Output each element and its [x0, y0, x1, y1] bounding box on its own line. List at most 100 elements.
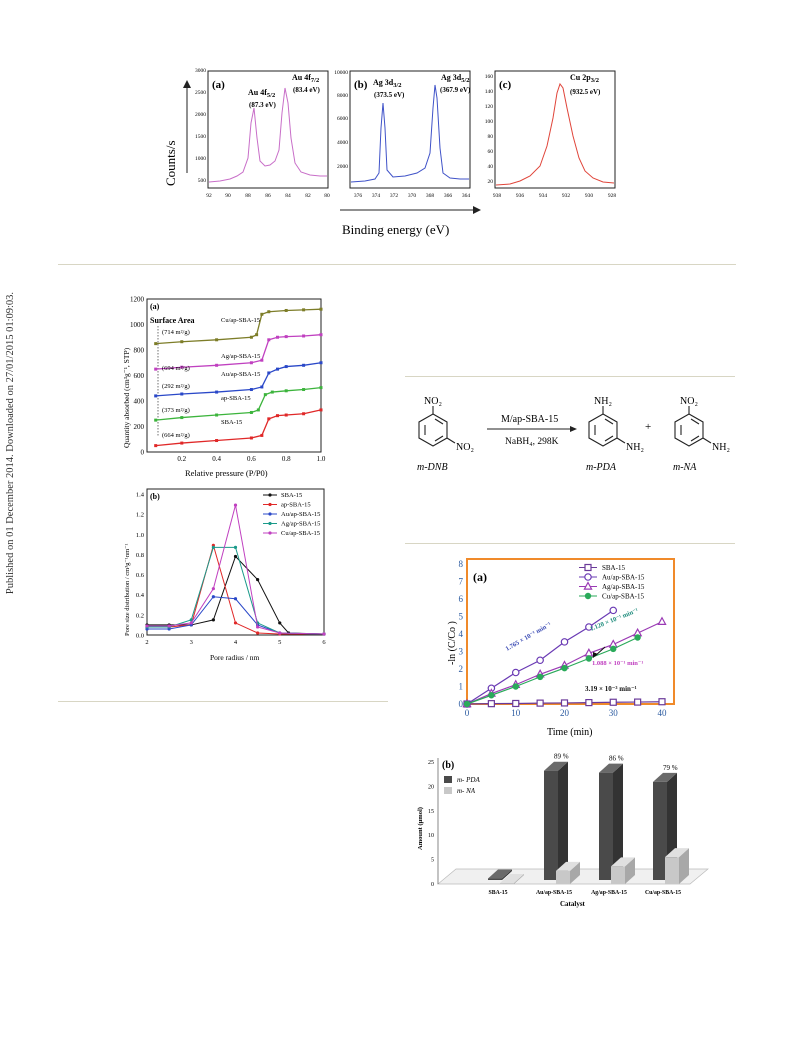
amount-bar — [611, 866, 625, 884]
isotherm-point — [249, 436, 253, 440]
isotherm-point — [215, 413, 219, 417]
xps-panel-a: (a) Au 4f5/2 (87.3 eV) Au 4f7/2 (83.4 eV… — [195, 68, 330, 199]
isotherm-point — [215, 338, 219, 342]
kinetics-ytick: 0 — [459, 699, 464, 709]
kinetics-point — [634, 698, 642, 706]
svg-text:934: 934 — [539, 193, 548, 199]
amount-bar-top — [653, 772, 677, 782]
svg-text:6000: 6000 — [337, 116, 348, 122]
amount-bar-top — [544, 761, 568, 771]
svg-text:2000: 2000 — [195, 112, 206, 118]
xps-panel-c: (c) Cu 2p3/2 (932.5 eV) 160 140 120 100 … — [485, 70, 617, 199]
kinetics-legend-marker — [584, 592, 592, 600]
kinetics-point — [488, 692, 495, 699]
svg-text:928: 928 — [608, 193, 617, 199]
kinetics-xlabel: Time (min) — [547, 727, 592, 738]
xps-c-peak-value: (932.5 eV) — [570, 88, 601, 96]
pore-point — [189, 618, 193, 622]
isotherm-xtick: 1.0 — [317, 455, 326, 463]
svg-text:932: 932 — [562, 193, 571, 199]
isotherm-surface-area: (292 m²/g) — [162, 383, 190, 390]
m-pda-nh2-top: NH₂ — [594, 396, 612, 407]
pore-point — [278, 631, 282, 635]
kinetics-point — [657, 616, 667, 625]
isotherm-chart: (a) Quantity absorbed (cm³g⁻¹, STP) Rela… — [122, 296, 326, 478]
kinetics-xtick: 0 — [465, 708, 470, 718]
xps-xlabel: Binding energy (eV) — [342, 222, 449, 237]
xps-a-peak2-value: (83.4 eV) — [293, 86, 320, 94]
isotherm-point — [154, 342, 158, 346]
isotherm-point — [215, 439, 219, 443]
xps-panel-b: (b) Ag 3d3/2 (373.5 eV) Ag 3d5/2 (367.9 … — [334, 70, 471, 199]
svg-text:92: 92 — [206, 193, 212, 199]
amount-legend-label: m- PDA — [457, 776, 480, 784]
isotherm-yticks: 0 200 400 600 800 1000 1200 — [130, 296, 145, 457]
amount-bar-side — [679, 848, 689, 884]
pore-ytick: 0.6 — [136, 572, 145, 579]
kinetics-point — [560, 699, 569, 707]
kinetics-point — [512, 683, 519, 690]
pore-ylabel: Pore size distribution / cm³g⁻¹nm⁻¹ — [124, 543, 131, 636]
isotherm-ylabel: Quantity absorbed (cm³g⁻¹, STP) — [122, 347, 131, 448]
isotherm-point — [154, 367, 158, 371]
pore-line — [147, 504, 325, 635]
isotherm-point — [263, 393, 267, 397]
svg-text:500: 500 — [198, 178, 207, 184]
isotherm-series-label: Au/ap-SBA-15 — [221, 371, 260, 378]
kinetics-legend-label: SBA-15 — [602, 564, 625, 572]
kinetics-panel: (a) — [473, 570, 487, 584]
isotherm-point — [267, 371, 271, 375]
xps-panel-c-label: (c) — [499, 79, 512, 91]
pore-line — [147, 596, 325, 635]
m-na-nh2-right: NH₂ — [712, 442, 730, 453]
pore-ytick: 1.4 — [136, 492, 145, 499]
amount-bar-top — [611, 857, 635, 867]
pore-line — [147, 543, 324, 635]
pore-ytick: 1.2 — [136, 512, 144, 519]
amount-bar — [556, 870, 570, 884]
kinetics-xtick: 10 — [511, 708, 521, 718]
kinetics-point — [512, 699, 520, 708]
isotherm-point — [180, 441, 184, 445]
svg-text:160: 160 — [485, 74, 494, 80]
kinetics-point — [560, 638, 569, 646]
isotherm-surface-area: (373 m²/g) — [162, 407, 190, 414]
isotherm-point — [284, 365, 288, 369]
kinetics-ytick: 6 — [459, 594, 464, 604]
m-na-structure — [674, 406, 712, 447]
pore-ytick: 0.8 — [136, 552, 144, 559]
surface-area-label: Surface Area — [150, 316, 195, 325]
isotherm-xlabel: Relative pressure (P/P0) — [185, 468, 268, 478]
amount-ytick: 20 — [428, 784, 434, 790]
kinetics-point — [658, 698, 666, 706]
pore-point — [256, 578, 260, 582]
pore-point — [233, 554, 238, 559]
svg-text:2000: 2000 — [337, 164, 348, 170]
kinetics-point — [585, 623, 593, 631]
xps-a-peak2-name: Au 4f7/2 — [292, 73, 319, 84]
pore-point — [211, 595, 215, 599]
reaction-scheme: NO₂ NO₂ m-DNB M/ap-SBA-15 NaBH₄, 298K NH… — [417, 396, 730, 473]
amount-bar-side — [502, 869, 512, 880]
isotherm-xtick: 0.6 — [247, 455, 256, 463]
svg-text:372: 372 — [390, 193, 399, 199]
svg-text:1500: 1500 — [195, 134, 206, 140]
kinetics-chart: (a) -ln (C/Co ) Time (min) 0 1 2 3 4 5 6 7 8 0 10… — [447, 558, 675, 738]
isotherm-xtick: 0.4 — [212, 455, 221, 463]
isotherm-point — [319, 408, 323, 412]
isotherm-series-label: Cu/ap-SBA-15 — [221, 317, 260, 324]
svg-text:80: 80 — [488, 134, 494, 140]
svg-text:8000: 8000 — [337, 93, 348, 99]
xps-a-spectrum — [208, 87, 327, 183]
isotherm-point — [302, 334, 306, 338]
amount-bar — [544, 770, 558, 880]
kinetics-ytick: 4 — [459, 629, 464, 639]
kinetics-xtick: 20 — [560, 708, 570, 718]
svg-text:366: 366 — [444, 193, 453, 199]
amount-xticks: SBA-15 Au/ap-SBA-15 Ag/ap-SBA-15 Cu/ap-SBA-… — [488, 890, 681, 896]
kinetics-legend-label: Ag/ap-SBA-15 — [602, 583, 645, 591]
isotherm-series-label: SBA-15 — [221, 419, 242, 426]
isotherm-point — [260, 312, 264, 316]
isotherm-xtick: 0.2 — [177, 455, 186, 463]
pore-legend-marker — [268, 521, 272, 526]
